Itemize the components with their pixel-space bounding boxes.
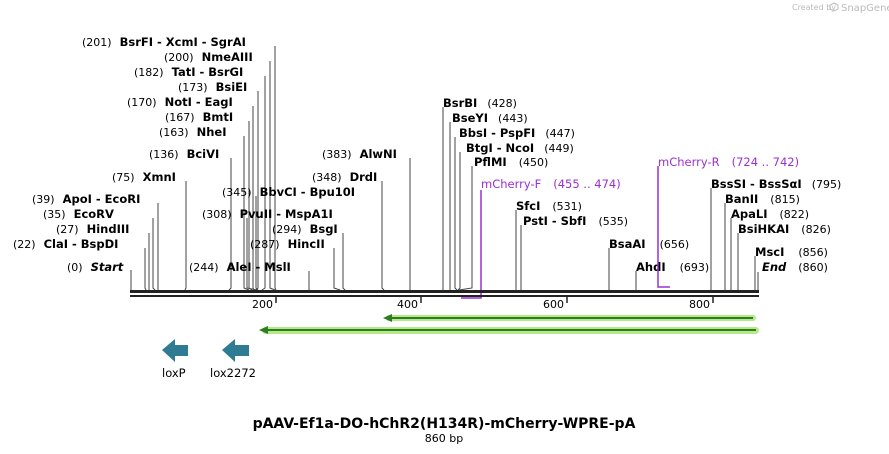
enzyme-label[interactable]: (35) EcoRV bbox=[43, 207, 114, 221]
snapgene-brand: SnapGene bbox=[841, 3, 889, 14]
leader-pvuii bbox=[246, 218, 258, 291]
map-length: 860 bp bbox=[425, 432, 463, 445]
enzyme-label[interactable]: BtgI - NcoI (449) bbox=[466, 141, 574, 155]
map-title: pAAV-Ef1a-DO-hChR2(H134R)-mCherry-WPRE-p… bbox=[253, 416, 636, 432]
ruler-tick-label: 800 bbox=[689, 298, 710, 311]
enzyme-label[interactable]: (163) NheI bbox=[159, 125, 226, 139]
leader-pflmi bbox=[458, 166, 473, 291]
enzyme-label[interactable]: BsaAI (656) bbox=[609, 237, 689, 251]
created-by-label: Created by bbox=[792, 3, 836, 12]
feature-lox2272[interactable]: lox2272 bbox=[210, 339, 256, 380]
enzyme-label[interactable]: (170) NotI - EagI bbox=[127, 95, 233, 109]
leader-clai bbox=[144, 248, 147, 291]
enzyme-label[interactable]: SfcI (531) bbox=[516, 199, 582, 213]
enzyme-label[interactable]: PflMI (450) bbox=[474, 155, 548, 169]
enzyme-label[interactable]: (201) BsrFI - XcmI - SgrAI bbox=[82, 35, 246, 49]
enzyme-label[interactable]: BanII (815) bbox=[725, 192, 800, 206]
enzyme-label[interactable]: MscI (856) bbox=[755, 245, 828, 259]
enzyme-label-end[interactable]: End (860) bbox=[762, 260, 828, 274]
primer-mcherry-r-label[interactable]: mCherry-R (724 .. 742) bbox=[658, 155, 799, 169]
leader-bbvci bbox=[255, 196, 259, 291]
enzyme-label[interactable]: BsrBI (428) bbox=[443, 96, 517, 110]
enzyme-label[interactable]: (75) XmnI bbox=[112, 170, 176, 184]
leader-bsrfi bbox=[274, 46, 277, 291]
leader-hincii bbox=[333, 248, 341, 291]
ruler-tick-label: 200 bbox=[252, 298, 273, 311]
enzyme-label[interactable]: BseYI (443) bbox=[452, 111, 528, 125]
enzyme-label[interactable]: (39) ApoI - EcoRI bbox=[32, 192, 140, 206]
enzyme-label[interactable]: PstI - SbfI (535) bbox=[523, 214, 628, 228]
enzyme-label[interactable]: (27) HindIII bbox=[56, 222, 129, 236]
leader-btgi bbox=[457, 152, 461, 291]
enzyme-label[interactable]: (22) ClaI - BspDI bbox=[13, 237, 118, 251]
orf-arrow-long[interactable] bbox=[259, 326, 759, 334]
lox2272-arrow-icon bbox=[222, 339, 249, 362]
enzyme-label-start[interactable]: (0) Start bbox=[67, 260, 124, 274]
feature-loxp[interactable]: loxP bbox=[162, 339, 188, 380]
ruler-tick-label: 400 bbox=[397, 298, 418, 311]
enzyme-labels: (201) BsrFI - XcmI - SgrAI (200) NmeAIII (… bbox=[13, 35, 841, 274]
enzyme-label[interactable]: (345) BbvCI - Bpu10I bbox=[222, 185, 355, 199]
leader-bbsi bbox=[454, 137, 458, 291]
snapgene-logo-icon bbox=[829, 2, 839, 12]
enzyme-label[interactable]: (294) BsgI bbox=[272, 222, 338, 236]
leader-xmni bbox=[184, 181, 187, 291]
leader-tati bbox=[261, 76, 266, 291]
loxp-label: loxP bbox=[162, 366, 186, 380]
enzyme-label[interactable]: (182) TatI - BsrGI bbox=[134, 65, 243, 79]
enzyme-label[interactable]: (244) AleI - MslI bbox=[189, 260, 291, 274]
enzyme-label[interactable]: AhdI (693) bbox=[636, 260, 709, 274]
enzyme-label[interactable]: ApaLI (822) bbox=[731, 207, 809, 221]
enzyme-label[interactable]: (200) NmeAIII bbox=[164, 50, 253, 64]
leader-nhei bbox=[243, 136, 250, 291]
ruler: 200 400 600 800 bbox=[252, 297, 714, 311]
leader-bsgi bbox=[342, 233, 346, 291]
primer-mcherry-f-label[interactable]: mCherry-F (455 .. 474) bbox=[481, 177, 621, 191]
enzyme-label[interactable]: BssSI - BssSαI (795) bbox=[711, 177, 841, 191]
leader-nmeaiii bbox=[269, 61, 276, 291]
enzyme-label[interactable]: (287) HincII bbox=[250, 237, 325, 251]
backbone-top-strand bbox=[130, 290, 759, 293]
primer-mcherry-f[interactable]: mCherry-F (455 .. 474) bbox=[461, 177, 621, 299]
lox2272-label: lox2272 bbox=[210, 366, 256, 380]
primer-mcherry-r[interactable]: mCherry-R (724 .. 742) bbox=[657, 155, 799, 288]
orf-arrow-short[interactable] bbox=[383, 314, 756, 322]
enzyme-label[interactable]: (308) PvuII - MspA1I bbox=[202, 207, 333, 221]
enzyme-leader-lines bbox=[130, 46, 759, 291]
loxp-arrow-icon bbox=[162, 339, 188, 362]
leader-drdi bbox=[381, 181, 385, 291]
dna-backbone bbox=[130, 290, 759, 297]
enzyme-label[interactable]: (383) AlwNI bbox=[322, 147, 397, 161]
orf-long-arrowhead-icon bbox=[259, 326, 268, 334]
enzyme-label[interactable]: (136) BciVI bbox=[149, 147, 219, 161]
leader-bcivi bbox=[228, 158, 232, 291]
ruler-tick-label: 600 bbox=[543, 298, 564, 311]
leader-ecorv bbox=[152, 218, 156, 291]
orf-short-arrowhead-icon bbox=[383, 314, 392, 322]
enzyme-label[interactable]: (348) DrdI bbox=[312, 170, 377, 184]
enzyme-label[interactable]: (173) BsiEI bbox=[178, 80, 247, 94]
enzyme-label[interactable]: BbsI - PspFI (447) bbox=[459, 126, 575, 140]
backbone-bottom-strand bbox=[130, 295, 759, 297]
primer-mcherry-r-line bbox=[657, 166, 670, 288]
enzyme-label[interactable]: (167) BmtI bbox=[165, 110, 233, 124]
enzyme-label[interactable]: BsiHKAI (826) bbox=[738, 222, 831, 236]
primer-mcherry-f-line bbox=[461, 190, 482, 299]
